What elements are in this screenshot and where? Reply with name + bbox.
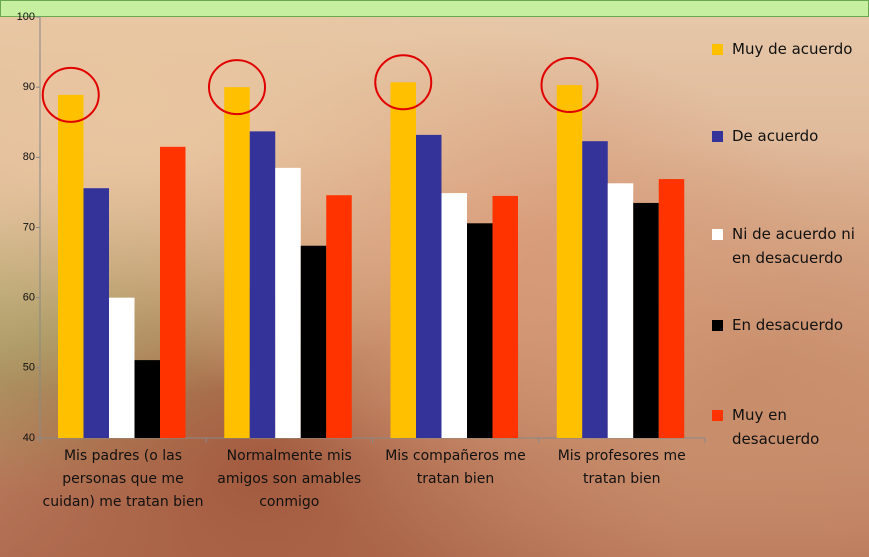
bar [160, 146, 186, 438]
legend-label: Muy en desacuerdo [732, 406, 820, 448]
bar [582, 141, 608, 438]
legend-swatch [712, 320, 723, 331]
bar [275, 167, 301, 438]
legend-item: De acuerdo [712, 124, 862, 148]
bar [633, 202, 659, 438]
x-tick-label: Mis compañeros me tratan bien [385, 448, 526, 487]
bar [658, 179, 685, 438]
y-tick-label: 80 [23, 151, 35, 163]
highlight-circle [41, 66, 100, 123]
bar [224, 87, 250, 439]
highlight-circle [374, 54, 433, 111]
y-tick-label: 40 [23, 432, 35, 444]
bar [134, 360, 160, 438]
x-tick-label: Mis profesores me tratan bien [557, 448, 686, 487]
x-tick-label: Normalmente mis amigos son amables conmi… [217, 448, 362, 510]
legend-swatch [712, 229, 723, 240]
bar [300, 245, 327, 438]
legend-item: Muy en desacuerdo [712, 403, 862, 451]
legend-label: De acuerdo [732, 127, 819, 145]
legend-label: En desacuerdo [732, 316, 844, 334]
legend-item: Muy de acuerdo [712, 37, 862, 61]
legend-label: Ni de acuerdo ni en desacuerdo [732, 225, 855, 267]
highlight-circle [208, 59, 266, 116]
legend-swatch [712, 410, 723, 421]
y-tick-label: 100 [17, 11, 35, 23]
y-tick-label: 60 [23, 292, 35, 304]
y-tick-label: 50 [23, 362, 35, 374]
highlight-circle [540, 57, 599, 114]
legend-item: Ni de acuerdo ni en desacuerdo [712, 222, 862, 270]
bar [607, 183, 634, 438]
legend-swatch [712, 44, 723, 55]
bar [390, 82, 416, 438]
bar [58, 94, 84, 438]
bar [416, 134, 442, 438]
bar [492, 195, 518, 438]
bar [109, 297, 135, 438]
x-tick-label: Mis padres (o las personas que me cuidan… [42, 448, 204, 510]
bar [249, 131, 276, 438]
bar [326, 195, 352, 438]
y-tick-label: 70 [23, 221, 35, 233]
y-tick-label: 90 [23, 81, 35, 93]
bar [441, 193, 467, 438]
legend-swatch [712, 131, 723, 142]
bar [467, 223, 493, 438]
legend-label: Muy de acuerdo [732, 40, 853, 58]
bar [556, 85, 583, 438]
bar [83, 188, 109, 438]
legend-item: En desacuerdo [712, 313, 862, 337]
